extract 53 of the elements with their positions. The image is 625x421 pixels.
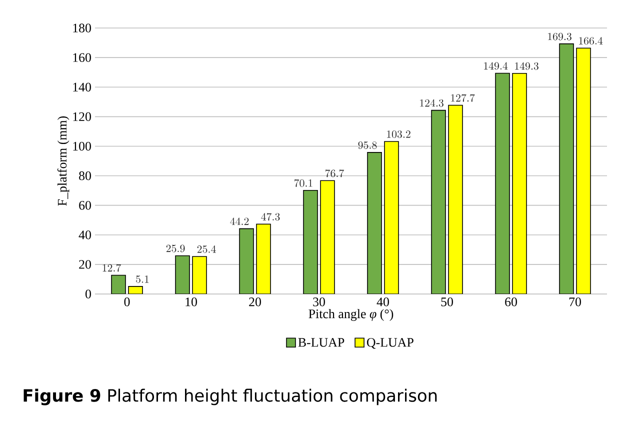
data-label: 166.4 [579,36,603,45]
legend-label: Q-LUAP [366,338,414,349]
data-label: 25.9 [166,244,185,252]
data-label: 127.7 [451,94,475,102]
y-axis-title: F_platform (mm) [57,116,70,206]
data-label: 149.3 [515,62,538,70]
y-tick-label: 100 [73,142,91,151]
y-tick-label: 180 [73,24,91,32]
bar [175,255,190,294]
x-tick-label: 70 [569,298,581,306]
bar [576,48,591,294]
data-label: 12.7 [102,264,122,272]
x-tick-label: 0 [124,298,130,306]
data-label: 95.8 [358,141,377,149]
data-label: 44.2 [230,218,249,225]
y-tick-label: 0 [86,290,91,298]
y-tick-label: 120 [73,112,91,122]
y-tick-label: 80 [79,171,91,180]
data-label: 103.2 [387,130,410,138]
x-tick-label: 40 [376,298,389,306]
y-tick-label: 20 [79,260,91,269]
bar [448,104,463,294]
x-axis-title: Pitch angle φ (°) [308,309,394,321]
bar [559,43,574,294]
x-tick-label: 60 [505,298,517,306]
bar [495,72,510,294]
bar [303,190,318,294]
y-tick-label: 160 [73,53,91,62]
x-tick-label: 30 [313,298,325,306]
bar [239,228,254,294]
bar [367,152,382,294]
bar [192,256,207,294]
bar [384,141,399,294]
data-label: 76.7 [325,170,344,178]
data-label: 70. 1 [294,179,312,187]
x-tick-label: 50 [441,298,453,306]
bar [320,180,335,294]
data-label: 124.3 [420,99,444,107]
data-label: 149.4 [484,62,508,70]
x-tick-label: 10 [186,298,197,306]
bar [256,224,271,294]
data-label: 169.3 [548,32,572,40]
data-label: 47.3 [261,212,280,221]
bar [431,110,446,294]
y-tick-label: 60 [79,200,91,210]
bar [512,72,527,294]
y-tick-label: 40 [78,230,91,240]
y-tick-label: 140 [73,82,91,92]
text: Figure 9 Platform height fluctuation comparison [24,388,437,406]
x-tick-label: 20 [249,298,261,306]
data-label: 25.4 [197,245,216,253]
legend-label: B-LUAP [298,338,344,347]
data-label: 5. 1 [136,275,149,283]
